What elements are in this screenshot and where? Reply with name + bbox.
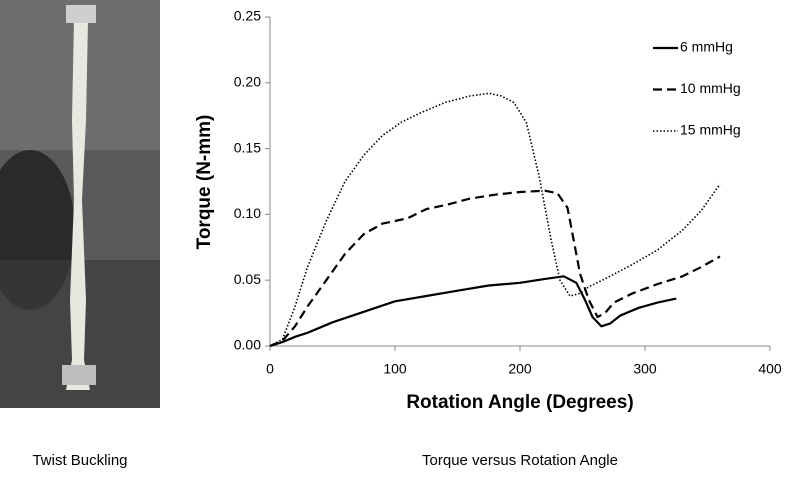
legend-label: 10 mmHg (680, 80, 741, 96)
series-line (269, 189, 721, 348)
x-tick-label: 300 (633, 361, 657, 377)
y-tick-label: 0.00 (234, 337, 261, 353)
x-tick-label: 100 (383, 361, 407, 377)
y-tick-label: 0.05 (234, 271, 261, 287)
x-axis-title: Rotation Angle (Degrees) (406, 392, 633, 413)
y-tick-label: 0.25 (234, 8, 261, 24)
y-tick-label: 0.10 (234, 205, 261, 221)
x-tick-label: 400 (758, 361, 782, 377)
legend-label: 15 mmHg (680, 122, 741, 138)
caption: Torque versus Rotation Angle (422, 452, 618, 469)
x-tick-label: 0 (266, 361, 274, 377)
x-tick-label: 200 (508, 361, 532, 377)
legend-label: 6 mmHg (680, 39, 733, 55)
y-tick-label: 0.20 (234, 74, 261, 90)
y-axis-title: Torque (N-mm) (194, 115, 215, 250)
photo (0, 0, 160, 408)
series-line (269, 275, 677, 348)
caption: Twist Buckling (32, 452, 127, 469)
y-tick-label: 0.15 (234, 139, 261, 155)
series-line (269, 92, 721, 347)
